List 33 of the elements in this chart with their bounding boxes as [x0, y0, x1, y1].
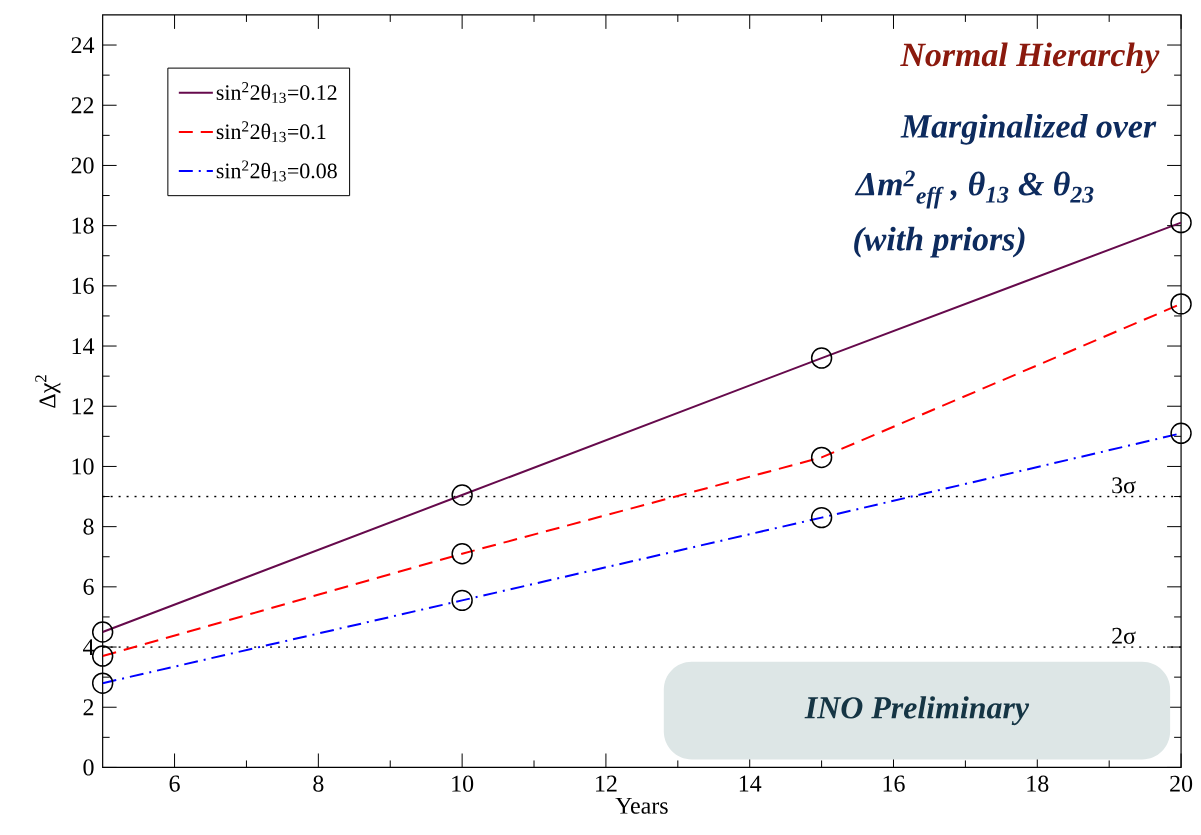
annotation: (with priors) [854, 226, 1025, 258]
y-tick-label: 10 [72, 458, 94, 475]
y-tick-label: 20 [71, 157, 94, 174]
y-tick-label: 4 [83, 639, 95, 655]
legend-label: sin$^{2}$2θ$_{13}$=0.12 [216, 81, 337, 103]
y-tick-label: 18 [72, 217, 94, 234]
y-tick-label: 16 [72, 277, 94, 294]
y-tick-label: 22 [71, 97, 94, 114]
annotation: Marginalized over [900, 113, 1157, 145]
x-axis-title: Years [615, 797, 668, 814]
ref-line-label: 3σ [1112, 477, 1136, 494]
legend-label: sin$^{2}$2θ$_{13}$=0.1 [216, 121, 326, 143]
y-tick-label: 24 [71, 37, 95, 53]
y-tick-label: 2 [83, 699, 94, 716]
ref-line-label: 2σ [1112, 627, 1136, 644]
y-tick-label: 12 [72, 398, 94, 415]
y-tick-label: 6 [83, 578, 94, 595]
x-tick-label: 8 [313, 775, 324, 792]
y-axis-title: Δχ$^{2}$ [35, 375, 61, 408]
x-tick-label: 20 [1170, 775, 1193, 792]
x-tick-label: 12 [596, 775, 617, 792]
y-tick-label: 8 [83, 518, 94, 535]
x-tick-label: 18 [1027, 775, 1049, 792]
annotation: INO Preliminary [804, 696, 1030, 726]
y-tick-label: 14 [72, 338, 95, 354]
annotation: Normal Hierarchy [900, 42, 1160, 74]
x-tick-label: 6 [169, 775, 180, 792]
y-tick-label: 0 [83, 759, 94, 776]
legend-label: sin$^{2}$2θ$_{13}$=0.08 [216, 160, 337, 182]
x-tick-label: 10 [452, 775, 474, 792]
x-tick-label: 16 [883, 775, 905, 792]
annotation: Δm$^{2}$$_{eff}$ , θ$_{13}$ & θ$_{23}$ [854, 170, 1094, 209]
x-tick-label: 14 [739, 775, 762, 792]
